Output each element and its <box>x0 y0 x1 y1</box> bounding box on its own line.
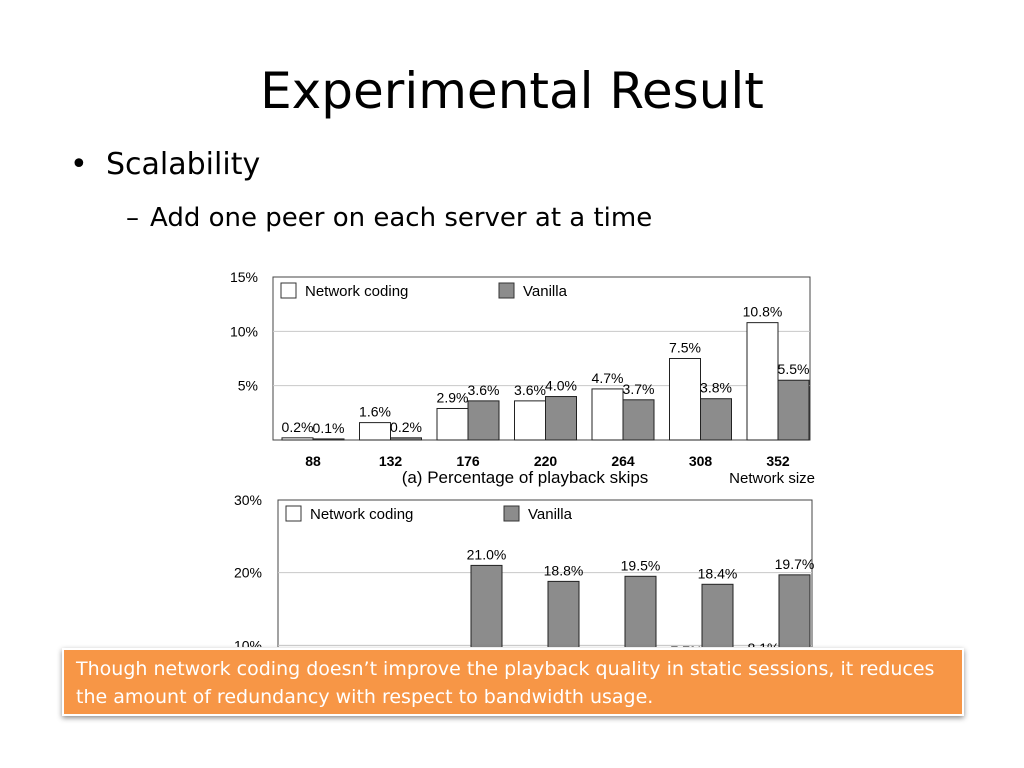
chart-caption: (a) Percentage of playback skips <box>402 468 649 487</box>
y-tick-label: 10% <box>230 323 258 339</box>
bar-vanilla <box>778 574 811 647</box>
data-label: 19.7% <box>775 556 815 572</box>
data-label: 3.8% <box>700 380 732 396</box>
data-label: 18.4% <box>698 565 738 581</box>
bar-vanilla <box>547 580 580 647</box>
bar-vanilla <box>470 564 503 647</box>
data-label: 7.5% <box>669 340 701 356</box>
data-label: 4.0% <box>545 378 577 394</box>
bar-network-coding <box>359 422 391 441</box>
legend-swatch-vanilla <box>498 282 515 299</box>
data-label: 2.9% <box>437 389 469 405</box>
callout-text: Though network coding doesn’t improve th… <box>76 658 935 708</box>
bullet-text: Scalability <box>106 147 261 182</box>
x-tick-label: 88 <box>305 453 321 469</box>
data-label: 19.5% <box>621 557 661 573</box>
bar-vanilla <box>701 583 734 647</box>
x-axis-title: Network size <box>729 470 815 487</box>
x-tick-label: 132 <box>379 453 403 469</box>
sub-bullet-dash: – <box>126 203 139 233</box>
bar-vanilla <box>700 398 732 441</box>
legend-label-network-coding: Network coding <box>305 283 408 300</box>
bullet-scalability: • Scalability <box>70 147 260 182</box>
legend-label-vanilla: Vanilla <box>528 506 573 523</box>
data-label: 10.8% <box>743 304 783 320</box>
x-tick-label: 308 <box>689 453 713 469</box>
sub-bullet-text: Add one peer on each server at a time <box>150 203 653 233</box>
slide-title: Experimental Result <box>260 62 764 120</box>
data-label: 0.2% <box>282 419 314 435</box>
data-label: 3.6% <box>514 382 546 398</box>
data-label: 7.7% <box>671 643 703 659</box>
data-label: 0.2% <box>390 419 422 435</box>
callout-box: Though network coding doesn’t improve th… <box>62 648 964 716</box>
bar-network-coding <box>514 400 546 441</box>
legend-swatch-vanilla <box>503 505 520 522</box>
data-label: 4.7% <box>592 370 624 386</box>
bar-vanilla <box>312 438 345 441</box>
y-tick-label: 5% <box>238 378 258 394</box>
x-tick-label: 220 <box>534 453 558 469</box>
y-tick-label: 30% <box>234 492 262 508</box>
bar-network-coding <box>436 407 469 441</box>
legend-swatch-network-coding <box>280 282 297 299</box>
y-tick-label: 20% <box>234 565 262 581</box>
bar-network-coding <box>669 358 701 441</box>
bar-vanilla <box>622 399 655 441</box>
bar-network-coding <box>746 322 779 441</box>
data-label: 18.8% <box>544 562 584 578</box>
sub-bullet: – Add one peer on each server at a time <box>126 203 652 233</box>
legend-label-vanilla: Vanilla <box>523 283 568 300</box>
data-label: 8.1% <box>748 640 780 656</box>
bar-vanilla <box>545 396 577 441</box>
chart-2: 30%20%10%Network codingVanilla1.5%2.1%2.… <box>234 492 815 659</box>
x-tick-label: 264 <box>611 453 635 469</box>
legend-label-network-coding: Network coding <box>310 506 413 523</box>
bar-vanilla <box>390 437 422 441</box>
bullet-dot: • <box>70 147 88 182</box>
data-label: 3.6% <box>468 382 500 398</box>
bar-vanilla <box>467 400 500 441</box>
data-label: 5.5% <box>778 361 810 377</box>
data-label: 3.7% <box>623 381 655 397</box>
data-label: 0.1% <box>313 420 345 436</box>
bar-network-coding <box>591 388 624 441</box>
x-tick-label: 352 <box>766 453 790 469</box>
bar-vanilla <box>777 379 810 441</box>
bar-vanilla <box>624 575 657 647</box>
data-label: 1.6% <box>359 404 391 420</box>
bar-network-coding <box>281 437 314 441</box>
x-tick-label: 176 <box>456 453 480 469</box>
y-tick-label: 10% <box>234 637 262 653</box>
data-label: 21.0% <box>467 546 507 562</box>
legend-swatch-network-coding <box>285 505 302 522</box>
y-tick-label: 15% <box>230 269 258 285</box>
